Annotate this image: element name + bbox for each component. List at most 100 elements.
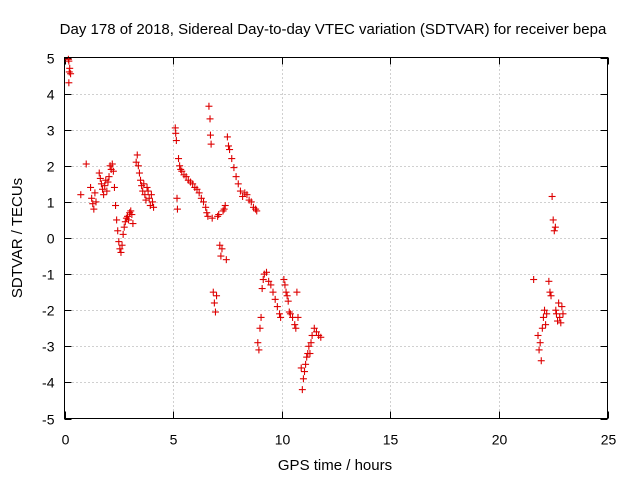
data-point — [223, 133, 231, 141]
data-point — [141, 191, 149, 199]
data-point — [282, 288, 290, 296]
y-tick-label: 3 — [47, 123, 55, 139]
data-point — [551, 223, 559, 231]
data-point — [215, 211, 223, 219]
data-point — [546, 288, 554, 296]
data-point — [286, 310, 294, 318]
data-point — [213, 292, 221, 300]
x-axis-label: GPS time / hours — [278, 457, 392, 474]
data-point — [310, 324, 318, 332]
y-tick-label: 2 — [47, 159, 55, 175]
data-point — [305, 342, 313, 350]
data-point — [276, 310, 284, 318]
data-point — [123, 212, 131, 220]
data-point — [277, 313, 285, 321]
data-point — [197, 194, 205, 202]
data-point — [280, 276, 288, 284]
data-point — [195, 189, 203, 197]
data-point — [87, 183, 95, 191]
data-point — [133, 151, 141, 159]
data-point — [100, 191, 108, 199]
data-point — [542, 321, 550, 329]
data-point — [222, 256, 230, 264]
x-tick-label: 20 — [492, 432, 508, 448]
data-point — [558, 303, 566, 311]
data-point — [294, 313, 302, 321]
x-tick-label: 0 — [62, 432, 70, 448]
x-tick-label: 10 — [275, 432, 291, 448]
data-point — [137, 176, 145, 184]
data-point — [193, 185, 201, 193]
data-point — [113, 216, 121, 224]
axis-ticks: -5 -4 -3 -2 -1 0 1 2 3 4 5 0 5 10 15 20 25 — [42, 51, 616, 448]
data-point — [77, 191, 85, 199]
plot-frame — [64, 57, 608, 419]
y-tick-label: -4 — [42, 375, 55, 391]
data-point — [556, 313, 564, 321]
data-point — [256, 324, 264, 332]
data-point — [307, 339, 315, 347]
data-point — [285, 308, 293, 316]
data-point — [548, 192, 556, 200]
data-point — [298, 386, 306, 394]
data-point — [109, 167, 117, 175]
data-point — [549, 216, 557, 224]
data-point — [284, 297, 292, 305]
data-point — [105, 173, 113, 181]
data-point — [255, 346, 263, 354]
data-point — [96, 174, 104, 182]
data-point — [117, 248, 125, 256]
data-point — [530, 276, 538, 284]
data-point — [221, 202, 229, 210]
data-point — [306, 350, 314, 358]
data-point — [135, 169, 143, 177]
data-point — [291, 321, 299, 329]
data-point — [92, 198, 100, 206]
data-point — [175, 155, 183, 163]
data-point — [144, 187, 152, 195]
data-point — [292, 324, 300, 332]
data-point — [552, 310, 560, 318]
data-point — [143, 183, 151, 191]
data-point — [247, 198, 255, 206]
data-point — [200, 198, 208, 206]
data-point — [218, 245, 226, 253]
data-point — [555, 299, 563, 307]
data-point — [208, 214, 216, 222]
data-point — [134, 162, 142, 170]
y-tick-label: 0 — [47, 231, 55, 247]
data-point — [189, 180, 197, 188]
data-point — [91, 189, 99, 197]
data-point — [115, 238, 123, 246]
data-point — [211, 308, 219, 316]
data-point — [303, 353, 311, 361]
data-point — [271, 295, 279, 303]
data-point — [140, 180, 148, 188]
data-point — [536, 339, 544, 347]
data-point — [302, 360, 310, 368]
data-point — [145, 194, 153, 202]
data-point — [552, 306, 560, 314]
data-point — [281, 281, 289, 289]
data-point — [301, 368, 309, 376]
data-point — [97, 180, 105, 188]
data-point — [119, 230, 127, 238]
data-point — [172, 129, 180, 137]
data-point — [173, 194, 181, 202]
data-point — [312, 328, 320, 336]
data-point — [214, 212, 222, 220]
data-point — [206, 131, 214, 139]
data-point — [559, 310, 567, 318]
y-tick-label: 1 — [47, 195, 55, 211]
data-point — [67, 70, 75, 78]
data-point — [267, 281, 275, 289]
data-point — [220, 205, 228, 213]
data-point — [283, 292, 291, 300]
data-point — [541, 306, 549, 314]
data-point — [99, 185, 107, 193]
data-point — [308, 331, 316, 339]
y-tick-label: 4 — [47, 87, 55, 103]
grid-lines — [64, 57, 608, 419]
data-point — [317, 333, 325, 341]
